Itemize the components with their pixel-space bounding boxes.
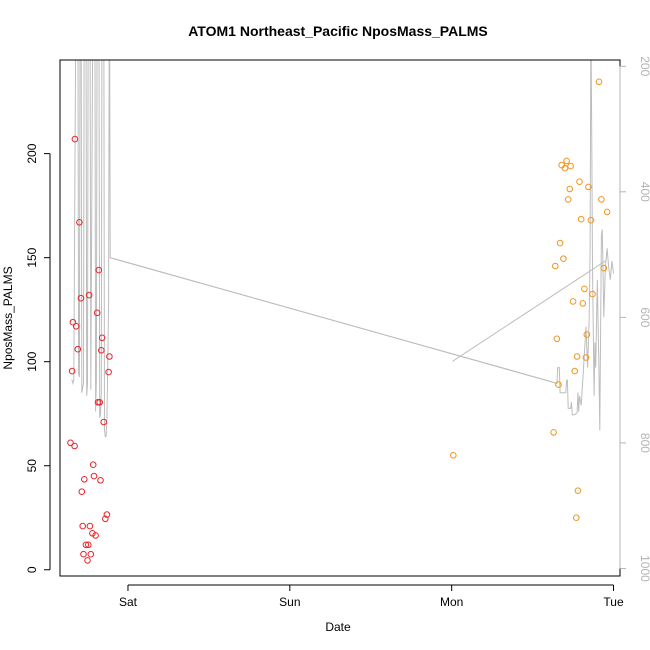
- data-point: [67, 439, 74, 447]
- data-point: [600, 264, 608, 272]
- y-tick-label: 50: [25, 459, 39, 473]
- data-point: [100, 418, 107, 426]
- data-point: [569, 298, 577, 305]
- right-tick-label: 800: [638, 433, 650, 453]
- data-point: [576, 178, 583, 185]
- x-axis: Sat Sun Mon Tue: [119, 584, 624, 609]
- series-line-3: [452, 260, 606, 362]
- data-point: [79, 522, 86, 530]
- y-axis-left: 0 50 100 150 200: [25, 143, 51, 573]
- data-point: [603, 208, 611, 216]
- data-point: [105, 368, 112, 376]
- x-tick-label: Mon: [440, 595, 463, 609]
- data-point: [90, 472, 98, 480]
- data-point: [68, 367, 76, 375]
- data-point: [71, 135, 79, 143]
- data-point: [93, 309, 101, 317]
- data-point: [89, 461, 97, 469]
- data-point: [550, 429, 557, 436]
- data-point: [583, 331, 591, 338]
- data-point: [85, 291, 93, 299]
- data-point: [558, 161, 566, 169]
- data-point: [77, 294, 85, 302]
- data-point: [566, 185, 574, 193]
- y-tick-label: 150: [25, 247, 39, 267]
- plot-frame: [59, 59, 621, 577]
- data-point: [95, 266, 103, 274]
- right-tick-label: 400: [638, 182, 650, 202]
- data-point: [561, 164, 569, 172]
- data-point: [582, 354, 590, 361]
- plot-layer: [67, 60, 614, 564]
- data-point: [85, 541, 92, 549]
- data-point: [81, 476, 88, 483]
- data-point: [74, 345, 82, 353]
- x-tick-label: Tue: [603, 595, 624, 609]
- data-point: [560, 255, 567, 263]
- data-point: [71, 442, 78, 450]
- y-tick-label: 200: [25, 143, 39, 163]
- data-point: [589, 290, 596, 298]
- data-point: [552, 262, 559, 270]
- data-point: [103, 511, 111, 518]
- data-point: [450, 452, 457, 459]
- right-tick-label: 600: [638, 307, 650, 327]
- series-line-2: [110, 257, 558, 384]
- y-tick-label: 100: [25, 351, 39, 371]
- data-point: [564, 196, 572, 203]
- y-tick-label: 0: [25, 566, 39, 573]
- y-axis-label: NposMass_PALMS: [1, 266, 15, 369]
- data-point: [573, 514, 580, 522]
- data-point: [69, 318, 77, 326]
- data-point: [106, 353, 113, 360]
- data-point: [86, 522, 94, 530]
- data-point: [98, 347, 105, 354]
- data-point: [567, 162, 574, 170]
- data-point: [78, 488, 86, 496]
- data-point: [84, 557, 91, 564]
- plot-area: [67, 60, 614, 564]
- data-point: [82, 541, 90, 549]
- data-point: [563, 157, 570, 165]
- x-tick-label: Sat: [119, 595, 138, 609]
- data-point: [555, 381, 562, 388]
- data-point: [598, 196, 605, 203]
- data-point: [553, 335, 561, 343]
- y-axis-right: 200 400 600 800 1000: [619, 56, 650, 582]
- data-point: [102, 515, 109, 523]
- data-point: [577, 215, 585, 223]
- data-point: [96, 399, 103, 406]
- data-point: [585, 183, 592, 191]
- series-line-1: [71, 60, 614, 438]
- data-point: [80, 550, 87, 558]
- data-point: [587, 216, 595, 224]
- data-point: [97, 477, 104, 484]
- data-point: [595, 78, 603, 86]
- right-tick-label: 200: [638, 56, 650, 76]
- data-point: [556, 239, 564, 247]
- data-point: [92, 532, 99, 539]
- data-point: [76, 219, 83, 226]
- data-point: [98, 334, 106, 342]
- data-point: [574, 487, 582, 495]
- data-point: [581, 285, 588, 293]
- data-point: [571, 367, 579, 375]
- chart-title: ATOM1 Northeast_Pacific NposMass_PALMS: [188, 23, 488, 39]
- data-point: [573, 353, 581, 360]
- data-point: [72, 323, 80, 330]
- data-point: [579, 300, 587, 307]
- right-tick-label: 1000: [638, 555, 650, 582]
- x-tick-label: Sun: [279, 595, 300, 609]
- x-axis-label: Date: [325, 620, 351, 634]
- data-point: [87, 550, 95, 558]
